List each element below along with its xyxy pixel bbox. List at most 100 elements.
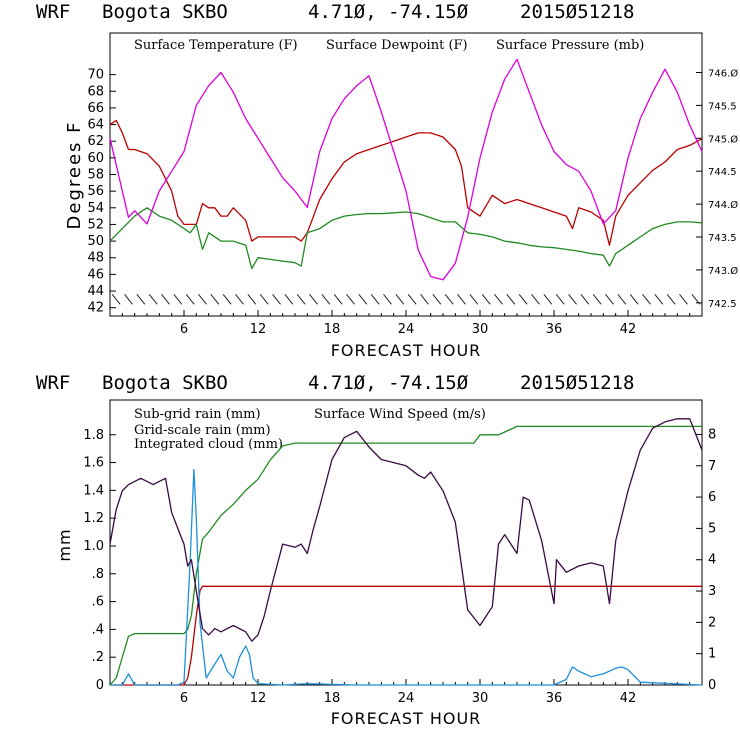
legend-gridscale: Grid-scale rain (mm) bbox=[134, 423, 271, 438]
top-xtick-label: 24 bbox=[398, 322, 415, 337]
wind-barbs bbox=[111, 294, 701, 305]
wind-barb bbox=[555, 294, 565, 305]
legend-dewpoint: Surface Dewpoint (F) bbox=[326, 38, 468, 53]
bottom-xtick-label: 42 bbox=[620, 691, 637, 706]
legend-wind: Surface Wind Speed (m/s) bbox=[314, 407, 486, 422]
wind-barb bbox=[481, 294, 491, 305]
bottom-ylabel: mm bbox=[55, 528, 74, 561]
wind-barb bbox=[580, 294, 590, 305]
series-line-surface-temperature bbox=[109, 119, 703, 246]
wind-barb bbox=[691, 294, 701, 305]
wind-barb bbox=[136, 294, 146, 305]
wind-barb bbox=[173, 294, 183, 305]
top-header-coords: 4.71Ø, -74.15Ø bbox=[308, 1, 469, 23]
bottom-y2tick-label: 8 bbox=[708, 427, 716, 442]
bottom-xtick-label: 36 bbox=[546, 691, 563, 706]
wind-barb bbox=[420, 294, 429, 305]
top-ytick-label: 42 bbox=[87, 301, 104, 316]
series-line-integrated-cloud bbox=[110, 468, 703, 686]
bottom-panel: WRF Bogota SKBO 4.71Ø, -74.15Ø 2015Ø5121… bbox=[36, 372, 716, 728]
series-line-grid-scale-rain bbox=[109, 425, 702, 686]
wind-barb bbox=[272, 294, 281, 305]
top-y2tick-label: 742.5 bbox=[708, 299, 737, 310]
wind-barb bbox=[309, 294, 318, 305]
top-header-run: 2015Ø51218 bbox=[520, 1, 634, 23]
top-xlabel: FORECAST HOUR bbox=[331, 341, 482, 360]
wind-barb bbox=[247, 294, 257, 305]
wind-barb bbox=[284, 294, 294, 305]
wind-barb bbox=[111, 294, 121, 305]
legend-pressure: Surface Pressure (mb) bbox=[496, 38, 644, 53]
bottom-ytick-label: 1.0 bbox=[83, 539, 104, 554]
bottom-y2tick-label: 5 bbox=[708, 521, 716, 536]
top-ytick-label: 66 bbox=[87, 101, 104, 116]
series-line-sub-grid-rain bbox=[110, 585, 702, 686]
top-xtick-label: 12 bbox=[250, 322, 267, 337]
bottom-ytick-label: 1.6 bbox=[83, 456, 104, 471]
bottom-series bbox=[109, 418, 703, 686]
top-xtick-label: 18 bbox=[324, 322, 341, 337]
bottom-xtick-label: 6 bbox=[180, 691, 188, 706]
bottom-xtick-label: 12 bbox=[250, 691, 267, 706]
legend-subgrid: Sub-grid rain (mm) bbox=[134, 407, 261, 422]
top-ytick-label: 64 bbox=[87, 118, 104, 133]
bottom-y2tick-label: 0 bbox=[708, 678, 716, 693]
top-ytick-label: 68 bbox=[87, 84, 104, 99]
top-plot-frame bbox=[109, 32, 703, 317]
bottom-y2tick-label: 3 bbox=[708, 584, 716, 599]
bottom-y2tick-label: 4 bbox=[708, 553, 716, 568]
bottom-header-station: Bogota SKBO bbox=[102, 372, 228, 394]
top-xtick-label: 42 bbox=[620, 322, 637, 337]
wind-barb bbox=[296, 294, 306, 305]
wind-barb bbox=[654, 294, 664, 305]
legend-cloud: Integrated cloud (mm) bbox=[134, 437, 283, 452]
bottom-ytick-label: .6 bbox=[92, 595, 104, 610]
top-xtick-label: 36 bbox=[546, 322, 563, 337]
wind-barb bbox=[444, 294, 454, 305]
top-ylabel: Degrees F bbox=[64, 121, 85, 230]
bottom-ytick-label: .8 bbox=[92, 567, 104, 582]
wind-barb bbox=[679, 294, 688, 305]
top-ytick-label: 62 bbox=[87, 134, 104, 149]
top-header-station: Bogota SKBO bbox=[102, 1, 228, 23]
wind-barb bbox=[506, 294, 516, 305]
bottom-ytick-label: 1.2 bbox=[83, 511, 104, 526]
bottom-y2tick-label: 7 bbox=[708, 459, 716, 474]
wind-barb bbox=[666, 294, 676, 305]
bottom-y2tick-label: 1 bbox=[708, 647, 716, 662]
top-ytick-label: 70 bbox=[87, 68, 104, 83]
top-ytick-label: 52 bbox=[87, 217, 104, 232]
series-line-surface-pressure bbox=[109, 58, 703, 281]
top-header-model: WRF bbox=[36, 1, 70, 23]
wind-barb bbox=[617, 294, 627, 305]
wind-barb bbox=[518, 294, 528, 305]
wind-barb bbox=[457, 294, 466, 305]
wind-barb bbox=[592, 294, 602, 305]
top-panel: WRF Bogota SKBO 4.71Ø, -74.15Ø 2015Ø5121… bbox=[36, 1, 738, 360]
bottom-header-model: WRF bbox=[36, 372, 70, 394]
wind-barb bbox=[494, 294, 503, 305]
wind-barb bbox=[235, 294, 244, 305]
wind-barb bbox=[407, 294, 417, 305]
bottom-axes: 6 12 18 24 30 36 420.2.4.6.81.01.21.41.61.8012… bbox=[83, 427, 716, 706]
bottom-y2tick-label: 6 bbox=[708, 490, 716, 505]
top-ytick-label: 54 bbox=[87, 201, 104, 216]
wind-barb bbox=[568, 294, 577, 305]
wind-barb bbox=[148, 294, 158, 305]
wind-barb bbox=[198, 294, 207, 305]
wind-barb bbox=[370, 294, 380, 305]
top-ytick-label: 44 bbox=[87, 284, 104, 299]
top-y2tick-label: 745.5 bbox=[708, 101, 737, 112]
wind-barb bbox=[629, 294, 639, 305]
top-series bbox=[109, 58, 703, 281]
top-y2tick-label: 743.5 bbox=[708, 233, 737, 244]
wind-barb bbox=[222, 294, 232, 305]
top-xtick-label: 30 bbox=[472, 322, 489, 337]
wind-barb bbox=[333, 294, 343, 305]
wind-barb bbox=[161, 294, 170, 305]
top-xtick-label: 6 bbox=[180, 322, 188, 337]
wind-barb bbox=[469, 294, 479, 305]
wind-barb bbox=[259, 294, 269, 305]
